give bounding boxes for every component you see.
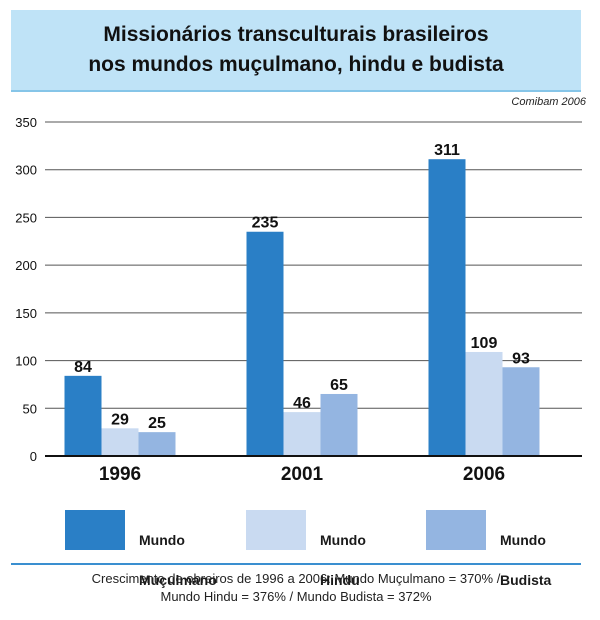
bar xyxy=(101,428,139,456)
growth-note: Crescimento de obreiros de 1996 a 2006: … xyxy=(11,570,581,606)
bar-chart: 0 50 100 150 200 250 300 350 84 29 25 1996 235 46 65 20… xyxy=(15,115,582,485)
bar xyxy=(283,412,321,456)
bar xyxy=(246,231,284,456)
legend-item-hindu: Mundo Hindu xyxy=(246,510,366,610)
legend-swatch-muculmano xyxy=(65,510,125,550)
legend-label-budista: Mundo Budista xyxy=(500,510,551,610)
legend-label-muculmano-line-2: Muçulmano xyxy=(139,572,217,588)
data-label: 235 xyxy=(252,215,279,232)
legend-label-budista-line-1: Mundo xyxy=(500,532,546,548)
x-tick-label: 2006 xyxy=(463,464,505,485)
legend-swatch-hindu xyxy=(246,510,306,550)
x-tick-label: 1996 xyxy=(99,464,141,485)
growth-note-line-2: Mundo Hindu = 376% / Mundo Budista = 372… xyxy=(160,589,432,604)
y-tick-label: 200 xyxy=(15,258,37,273)
data-label: 46 xyxy=(293,395,311,412)
bar xyxy=(138,432,176,456)
data-label: 65 xyxy=(330,377,348,394)
legend-item-budista: Mundo Budista xyxy=(426,510,551,610)
bar xyxy=(465,351,503,456)
chart-source: Comibam 2006 xyxy=(511,96,586,108)
footer-divider xyxy=(11,563,581,565)
data-label: 29 xyxy=(111,411,129,428)
bar xyxy=(64,375,102,456)
legend-item-muculmano: Mundo Muçulmano xyxy=(65,510,217,610)
y-tick-label: 300 xyxy=(15,163,37,178)
data-label: 109 xyxy=(471,335,498,352)
legend-label-budista-line-2: Budista xyxy=(500,572,552,588)
legend-label-hindu: Mundo Hindu xyxy=(320,510,366,610)
chart-title-line-1: Missionários transculturais brasileiros xyxy=(103,23,489,46)
legend-label-muculmano: Mundo Muçulmano xyxy=(139,510,217,610)
data-label: 25 xyxy=(148,415,166,432)
y-tick-label: 150 xyxy=(15,306,37,321)
legend: Mundo Muçulmano Mundo Hindu Mundo Budist… xyxy=(0,510,600,588)
data-label: 84 xyxy=(74,359,92,376)
chart-title-box: Missionários transculturais brasileiros … xyxy=(11,10,581,92)
bar xyxy=(428,159,466,456)
legend-label-hindu-line-2: Hindu xyxy=(320,572,360,588)
y-tick-label: 0 xyxy=(30,449,37,464)
y-tick-label: 350 xyxy=(15,115,37,130)
legend-label-hindu-line-1: Mundo xyxy=(320,532,366,548)
legend-swatch-budista xyxy=(426,510,486,550)
legend-label-muculmano-line-1: Mundo xyxy=(139,532,185,548)
x-tick-label: 2001 xyxy=(281,464,324,485)
bar xyxy=(502,367,540,456)
bar xyxy=(320,393,358,456)
y-tick-label: 100 xyxy=(15,354,37,369)
growth-note-line-1: Crescimento de obreiros de 1996 a 2006: … xyxy=(91,571,501,586)
y-tick-label: 50 xyxy=(23,401,37,416)
chart-title-line-2: nos mundos muçulmano, hindu e budista xyxy=(88,53,504,76)
y-tick-label: 250 xyxy=(15,210,37,225)
data-label: 311 xyxy=(434,142,460,159)
data-label: 93 xyxy=(512,350,530,367)
